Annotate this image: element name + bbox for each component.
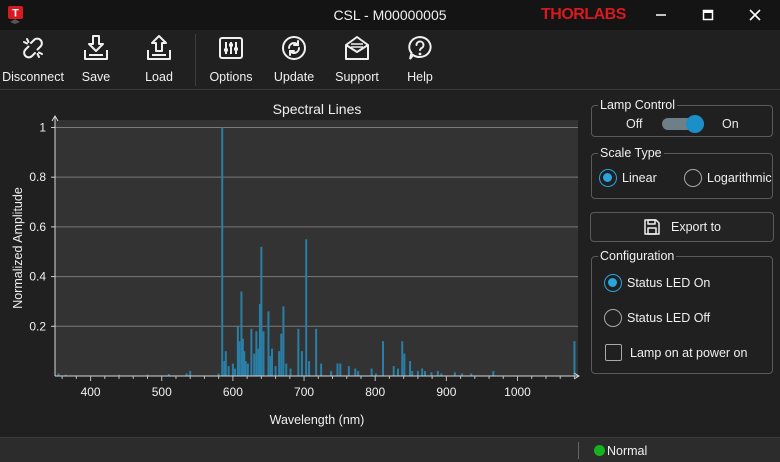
maximize-button[interactable] <box>685 0 731 30</box>
chart-title: Spectral Lines <box>273 101 362 117</box>
y-tick-label: 1 <box>39 120 46 134</box>
x-tick-label: 800 <box>365 385 385 399</box>
scale-type-group: Scale Type Linear Logarithmic <box>591 146 773 199</box>
question-help-icon <box>408 35 432 60</box>
disconnect-button[interactable]: Disconnect <box>2 34 64 88</box>
x-tick-labels: 400 500 600 700 800 900 1000 <box>81 385 532 399</box>
status-separator <box>578 442 579 459</box>
support-label: Support <box>335 70 379 84</box>
x-tick-label: 600 <box>223 385 243 399</box>
minimize-button[interactable] <box>638 0 684 30</box>
toolbar: Disconnect Save Load Options <box>0 30 780 90</box>
spectral-line-series <box>57 127 576 376</box>
sliders-options-icon <box>219 37 243 59</box>
floppy-disk-icon <box>644 219 660 235</box>
svg-text:T: T <box>12 8 19 20</box>
export-button[interactable]: Export to <box>590 212 774 242</box>
linear-radio-indicator <box>599 169 617 187</box>
grid-lines <box>55 126 578 327</box>
status-led-off-label: Status LED Off <box>627 311 711 325</box>
configuration-group: Configuration Status LED On Status LED O… <box>591 249 773 374</box>
lamp-on-label: On <box>722 117 739 131</box>
options-label: Options <box>209 70 253 84</box>
status-led-on-label: Status LED On <box>627 276 711 290</box>
x-tick-label: 700 <box>294 385 314 399</box>
y-axis-arrow <box>51 115 59 122</box>
refresh-update-icon <box>282 36 306 60</box>
logarithmic-radio[interactable]: Logarithmic <box>684 169 772 187</box>
update-button[interactable]: Update <box>271 34 317 88</box>
checkbox-box <box>605 344 622 361</box>
lamp-off-label: Off <box>626 117 643 131</box>
thorlabs-app-icon: T <box>8 6 23 24</box>
y-tick-label: 0.2 <box>29 319 46 333</box>
y-tick-label: 0.8 <box>29 170 46 184</box>
title-bar: T CSL - M00000005 THORLABS <box>0 0 780 30</box>
x-tick-label: 400 <box>81 385 101 399</box>
close-icon <box>749 9 761 21</box>
status-bar: Normal <box>0 437 780 462</box>
x-tick-label: 900 <box>436 385 456 399</box>
load-button[interactable]: Load <box>139 34 179 88</box>
save-button[interactable]: Save <box>76 34 116 88</box>
status-led-off-radio[interactable]: Status LED Off <box>604 309 710 327</box>
status-led-on-radio[interactable]: Status LED On <box>604 274 710 292</box>
logarithmic-label: Logarithmic <box>707 171 772 185</box>
y-tick-label: 0.6 <box>29 220 46 234</box>
help-label: Help <box>407 70 433 84</box>
support-button[interactable]: Support <box>333 34 381 88</box>
linear-radio[interactable]: Linear <box>599 169 657 187</box>
lamp-control-title: Lamp Control <box>598 98 678 112</box>
export-label: Export to <box>670 220 722 234</box>
thorlabs-logo: THORLABS <box>541 6 626 23</box>
load-label: Load <box>145 70 173 84</box>
maximize-icon <box>702 9 714 21</box>
toggle-knob <box>686 115 704 133</box>
lamp-on-at-power-on-label: Lamp on at power on <box>630 345 748 360</box>
minimize-icon <box>656 14 666 16</box>
x-axis-label: Wavelength (nm) <box>270 413 365 427</box>
x-tick-label: 1000 <box>504 385 531 399</box>
linear-label: Linear <box>622 171 657 185</box>
toolbar-separator <box>195 34 196 86</box>
status-text: Normal <box>607 444 648 458</box>
spectral-lines-chart[interactable]: Spectral Lines 400 500 600 700 800 900 1000 0.… <box>0 91 585 437</box>
status-led-indicator <box>594 445 605 456</box>
envelope-support-icon <box>345 36 369 60</box>
update-label: Update <box>273 70 315 84</box>
y-tick-labels: 0.2 0.4 0.6 0.8 1 <box>29 120 46 333</box>
help-button[interactable]: Help <box>402 34 438 88</box>
close-button[interactable] <box>732 0 778 30</box>
status-led-off-indicator <box>604 309 622 327</box>
status-led-on-indicator <box>604 274 622 292</box>
options-button[interactable]: Options <box>207 34 255 88</box>
logarithmic-radio-indicator <box>684 169 702 187</box>
save-label: Save <box>81 70 111 84</box>
lamp-control-group: Lamp Control Off On <box>591 98 773 137</box>
x-tick-label: 500 <box>152 385 172 399</box>
y-tick-label: 0.4 <box>29 270 46 284</box>
lamp-on-at-power-on-checkbox[interactable]: Lamp on at power on <box>605 344 747 361</box>
scale-type-title: Scale Type <box>598 146 664 160</box>
disconnect-label: Disconnect <box>2 70 64 84</box>
axes <box>51 115 580 381</box>
y-axis-label: Normalized Amplitude <box>11 187 25 309</box>
download-save-icon <box>84 35 108 60</box>
main-panel: Spectral Lines 400 500 600 700 800 900 1000 0.… <box>0 91 780 437</box>
disconnect-icon <box>23 37 43 59</box>
lamp-toggle-switch[interactable] <box>662 115 704 133</box>
upload-load-icon <box>147 35 171 60</box>
configuration-title: Configuration <box>598 249 677 263</box>
x-axis-arrow <box>573 372 580 380</box>
